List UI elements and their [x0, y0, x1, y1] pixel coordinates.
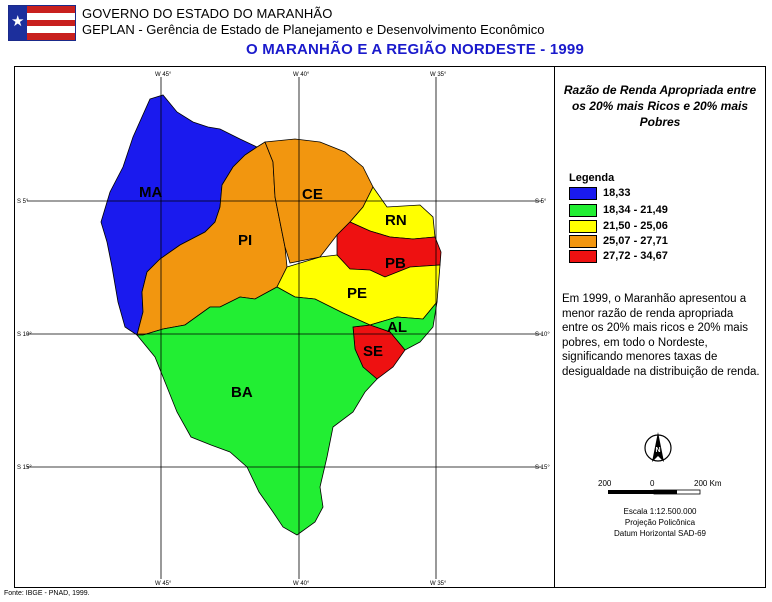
lat-label-left-15: S 15°: [17, 465, 32, 471]
map-description: Em 1999, o Maranhão apresentou a menor r…: [562, 293, 760, 378]
lat-label-right-15: S 15°: [535, 465, 550, 471]
lat-label-right-5: S 5°: [535, 199, 547, 205]
state-labels: MA PI CE RN PB PE AL SE BA: [139, 184, 407, 401]
legend-label: 21,50 - 25,06: [603, 220, 668, 232]
legend-label: 25,07 - 27,71: [603, 235, 668, 247]
states: [100, 94, 442, 536]
map-area: W 45° W 40° W 35° W 45° W 40° W 35° S 5°…: [17, 67, 555, 587]
legend-title: Legenda: [569, 172, 615, 184]
state-label-rn: RN: [385, 212, 407, 229]
lon-label-top-35: W 35°: [430, 72, 447, 78]
state-ba: [136, 286, 378, 536]
scale-text: Escala 1:12.500.000: [623, 507, 697, 516]
agency-name: GEPLAN - Gerência de Estado de Planejame…: [82, 22, 545, 37]
map-title: O MARANHÃO E A REGIÃO NORDESTE - 1999: [246, 41, 585, 58]
state-label-pi: PI: [238, 232, 252, 249]
state-label-ce: CE: [302, 186, 323, 203]
lat-label-right-10: S 10°: [535, 332, 550, 338]
source-note: Fonte: IBGE - PNAD, 1999.: [4, 590, 90, 597]
legend-label: 18,33: [603, 187, 631, 199]
state-label-pb: PB: [385, 255, 406, 272]
map-subtitle: Razão de Renda Apropriada entre os 20% m…: [563, 83, 757, 129]
lon-label-bottom-45: W 45°: [155, 581, 172, 587]
state-label-se: SE: [363, 343, 383, 360]
government-name: GOVERNO DO ESTADO DO MARANHÃO: [82, 6, 333, 21]
scale-label-left: 200: [598, 479, 612, 488]
state-label-ba: BA: [231, 384, 253, 401]
north-arrow-icon: N: [644, 432, 672, 462]
legend-swatch: [569, 204, 597, 217]
legend-label: 18,34 - 21,49: [603, 204, 668, 216]
legend-swatch: [569, 187, 597, 200]
legend-swatch: [569, 235, 597, 248]
lon-label-top-45: W 45°: [155, 72, 172, 78]
maranhao-flag-logo: ★: [8, 5, 76, 41]
state-label-al: AL: [387, 319, 407, 336]
legend-label: 27,72 - 34,67: [603, 250, 668, 262]
legend-swatch: [569, 220, 597, 233]
map-frame: [14, 66, 766, 588]
datum-text: Datum Horizontal SAD-69: [613, 529, 707, 538]
projection-text: Projeção Policônica: [624, 518, 696, 527]
lat-label-left-10: S 10°: [17, 332, 32, 338]
lat-label-left-5: S 5°: [17, 199, 29, 205]
lon-label-top-40: W 40°: [293, 72, 310, 78]
state-label-pe: PE: [347, 285, 367, 302]
legend-swatch: [569, 250, 597, 263]
scale-label-zero: 0: [650, 479, 655, 488]
scale-label-right: 200 Km: [694, 479, 722, 488]
graticule: [27, 77, 542, 579]
coordinate-labels: W 45° W 40° W 35° W 45° W 40° W 35° S 5°…: [17, 72, 550, 587]
state-label-ma: MA: [139, 184, 162, 201]
lon-label-bottom-40: W 40°: [293, 581, 310, 587]
scale-bar: 200 0 200 Km: [598, 479, 722, 495]
north-letter: N: [655, 447, 660, 454]
scale-info: Escala 1:12.500.000 Projeção Policônica …: [560, 506, 760, 539]
lon-label-bottom-35: W 35°: [430, 581, 447, 587]
